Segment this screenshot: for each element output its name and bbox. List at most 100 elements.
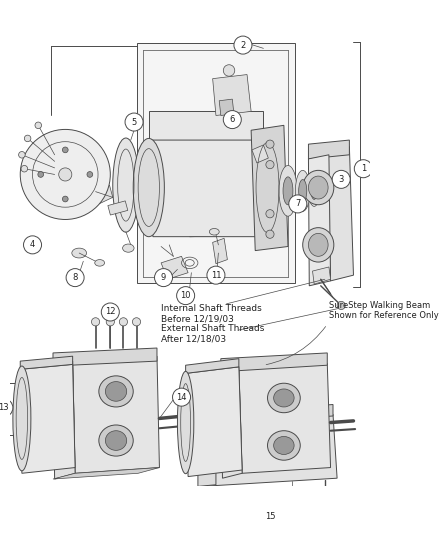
- Ellipse shape: [99, 376, 133, 407]
- Circle shape: [266, 140, 274, 148]
- Circle shape: [35, 122, 41, 129]
- Polygon shape: [213, 238, 227, 264]
- Text: 2: 2: [240, 40, 246, 50]
- Polygon shape: [149, 140, 268, 237]
- Ellipse shape: [268, 383, 300, 413]
- Circle shape: [261, 508, 279, 526]
- Circle shape: [132, 318, 141, 326]
- Ellipse shape: [99, 425, 133, 456]
- Circle shape: [62, 196, 68, 202]
- Ellipse shape: [268, 431, 300, 460]
- Text: Internal Shaft Threads
Before 12/19/03: Internal Shaft Threads Before 12/19/03: [161, 304, 262, 323]
- Circle shape: [332, 170, 350, 189]
- Circle shape: [106, 318, 114, 326]
- Polygon shape: [161, 257, 188, 279]
- Ellipse shape: [113, 138, 139, 232]
- Polygon shape: [95, 185, 113, 204]
- Polygon shape: [53, 348, 157, 366]
- Polygon shape: [252, 145, 268, 163]
- Text: SureStep Walking Beam
Shown for Reference Only: SureStep Walking Beam Shown for Referenc…: [329, 301, 439, 320]
- Polygon shape: [213, 75, 251, 116]
- Bar: [108, 201, 128, 215]
- Circle shape: [223, 65, 235, 76]
- Ellipse shape: [311, 182, 317, 200]
- Polygon shape: [53, 467, 159, 479]
- Polygon shape: [221, 367, 242, 478]
- Circle shape: [154, 269, 172, 286]
- Polygon shape: [136, 44, 294, 283]
- Text: 7: 7: [295, 200, 301, 208]
- Ellipse shape: [177, 372, 194, 474]
- Circle shape: [172, 388, 191, 406]
- Circle shape: [289, 195, 307, 213]
- Text: 5: 5: [132, 118, 137, 127]
- Ellipse shape: [308, 176, 328, 199]
- Polygon shape: [308, 140, 349, 159]
- Text: 14: 14: [176, 393, 187, 401]
- Ellipse shape: [274, 389, 294, 407]
- Text: 10: 10: [180, 291, 191, 300]
- Text: 11: 11: [211, 270, 221, 280]
- Ellipse shape: [13, 366, 31, 471]
- Ellipse shape: [274, 436, 294, 455]
- Circle shape: [125, 113, 143, 131]
- Polygon shape: [312, 267, 330, 284]
- Text: 1: 1: [361, 164, 366, 173]
- Ellipse shape: [308, 175, 320, 206]
- Polygon shape: [264, 131, 284, 240]
- Ellipse shape: [95, 259, 105, 266]
- Polygon shape: [190, 136, 268, 237]
- Ellipse shape: [209, 228, 219, 235]
- Circle shape: [92, 318, 100, 326]
- Circle shape: [2, 431, 9, 438]
- Ellipse shape: [308, 233, 328, 257]
- Ellipse shape: [106, 431, 127, 450]
- Circle shape: [266, 160, 274, 169]
- Circle shape: [2, 380, 9, 387]
- Text: External Shaft Threads
After 12/18/03: External Shaft Threads After 12/18/03: [161, 324, 264, 343]
- Text: 6: 6: [230, 115, 235, 124]
- Text: 3: 3: [338, 175, 344, 184]
- Polygon shape: [186, 367, 242, 477]
- Polygon shape: [20, 364, 75, 473]
- Circle shape: [223, 111, 241, 129]
- Polygon shape: [239, 363, 330, 473]
- Circle shape: [101, 303, 119, 321]
- Ellipse shape: [279, 165, 297, 216]
- Circle shape: [176, 286, 194, 305]
- Ellipse shape: [72, 248, 87, 258]
- Polygon shape: [308, 155, 330, 286]
- Circle shape: [337, 301, 345, 310]
- Circle shape: [38, 171, 44, 178]
- Polygon shape: [53, 361, 75, 479]
- Circle shape: [66, 269, 84, 286]
- Polygon shape: [198, 414, 337, 487]
- Circle shape: [266, 230, 274, 238]
- Ellipse shape: [283, 177, 293, 205]
- Text: 9: 9: [161, 273, 166, 282]
- Circle shape: [0, 399, 13, 417]
- Circle shape: [59, 168, 72, 181]
- Polygon shape: [219, 99, 234, 116]
- Polygon shape: [216, 404, 333, 424]
- Circle shape: [2, 404, 9, 411]
- Text: 8: 8: [73, 273, 78, 282]
- Circle shape: [354, 160, 372, 178]
- Polygon shape: [73, 356, 159, 473]
- Polygon shape: [186, 359, 239, 373]
- Ellipse shape: [106, 382, 127, 401]
- Ellipse shape: [123, 244, 134, 252]
- Text: 15: 15: [265, 512, 275, 521]
- Text: 4: 4: [30, 241, 35, 249]
- Circle shape: [87, 171, 93, 178]
- Circle shape: [266, 210, 274, 218]
- Circle shape: [18, 152, 25, 158]
- Circle shape: [62, 147, 68, 153]
- Circle shape: [119, 318, 128, 326]
- Circle shape: [20, 129, 110, 220]
- Text: 12: 12: [105, 307, 116, 316]
- Circle shape: [21, 165, 28, 172]
- Circle shape: [234, 36, 252, 54]
- Circle shape: [24, 135, 31, 142]
- Circle shape: [23, 236, 41, 254]
